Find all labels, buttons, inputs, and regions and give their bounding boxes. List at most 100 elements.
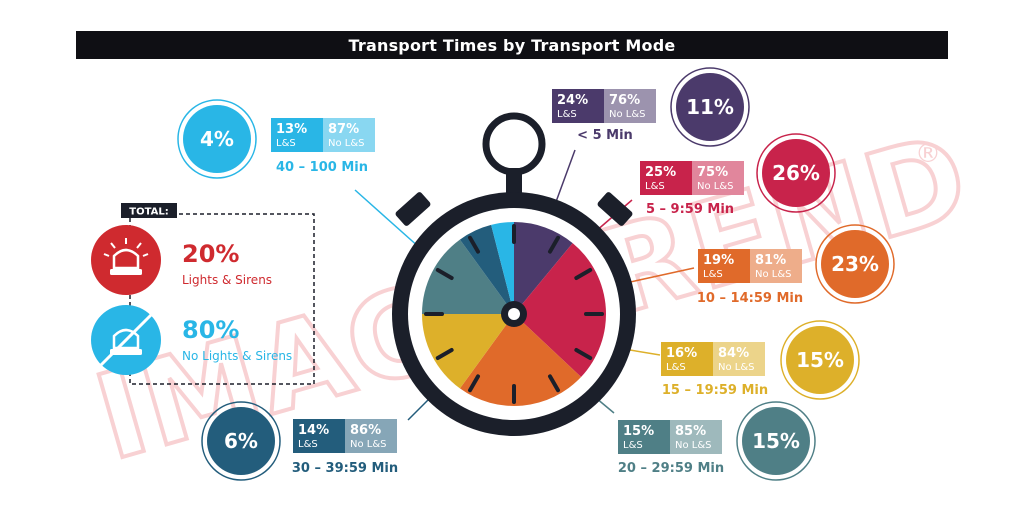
stopwatch-button-right xyxy=(597,192,633,226)
range-label: 40 – 100 Min xyxy=(276,160,368,175)
ls-label: L&S xyxy=(623,440,643,451)
siren-icon xyxy=(103,238,149,275)
ls-box xyxy=(661,342,713,376)
stopwatch xyxy=(392,112,636,436)
pie-slice-0 xyxy=(514,222,573,314)
share-circle xyxy=(786,326,854,394)
share-circle xyxy=(821,230,889,298)
ls-pct: 14% xyxy=(298,423,329,438)
lights-sirens-label: Lights & Sirens xyxy=(182,273,272,287)
ls-pct: 24% xyxy=(557,93,588,108)
ls-box xyxy=(552,89,604,123)
nols-pct: 86% xyxy=(350,423,381,438)
ls-label: L&S xyxy=(703,269,723,280)
nols-label: No L&S xyxy=(328,138,365,149)
share-circle xyxy=(183,105,251,173)
ls-pct: 15% xyxy=(623,424,654,439)
share-circle-ring xyxy=(670,67,750,147)
ls-box xyxy=(293,419,345,453)
range-label: 5 – 9:59 Min xyxy=(646,202,734,217)
ls-box xyxy=(698,249,750,283)
share-pct: 23% xyxy=(831,252,879,276)
share-circle-ring xyxy=(736,401,816,481)
nols-pct: 84% xyxy=(718,346,749,361)
ls-pct: 13% xyxy=(276,122,307,137)
ls-label: L&S xyxy=(557,109,577,120)
lights-sirens-circle xyxy=(91,225,161,295)
callout-1: 26% 25%L&S 75%No L&S 5 – 9:59 Min xyxy=(640,133,836,217)
tick-mark-5 xyxy=(548,374,560,393)
tick-mark-7 xyxy=(468,374,480,393)
nols-pct: 85% xyxy=(675,424,706,439)
nols-box xyxy=(604,89,656,123)
nols-box xyxy=(323,118,375,152)
ls-pct: 16% xyxy=(666,346,697,361)
tick-mark-11 xyxy=(468,235,480,254)
nols-box xyxy=(670,420,722,454)
tick-mark-10 xyxy=(435,268,454,280)
share-circle xyxy=(676,73,744,141)
share-pct: 4% xyxy=(200,127,234,151)
tick-marks xyxy=(424,224,604,404)
stopwatch-stem xyxy=(506,168,522,194)
ls-label: L&S xyxy=(645,181,665,192)
share-circle xyxy=(742,407,810,475)
ls-label: L&S xyxy=(666,362,686,373)
nols-pct: 87% xyxy=(328,122,359,137)
ls-box xyxy=(640,161,692,195)
nols-label: No L&S xyxy=(350,439,387,450)
share-pct: 15% xyxy=(796,348,844,372)
pie-slice-1 xyxy=(514,243,607,377)
share-pct: 15% xyxy=(752,429,800,453)
nols-label: No L&S xyxy=(609,109,646,120)
ls-label: L&S xyxy=(276,138,296,149)
nols-box xyxy=(692,161,744,195)
range-label: 15 – 19:59 Min xyxy=(662,383,768,398)
nols-label: No L&S xyxy=(675,440,712,451)
pie-slice-4 xyxy=(422,239,514,314)
range-label: 10 – 14:59 Min xyxy=(697,291,803,306)
share-circle xyxy=(762,139,830,207)
total-panel: TOTAL: 20% Lights & Sirens 80% No Lights… xyxy=(91,203,315,385)
nols-box xyxy=(750,249,802,283)
total-label: TOTAL: xyxy=(129,207,168,218)
siren-off-icon xyxy=(98,312,154,368)
tick-mark-4 xyxy=(574,348,593,360)
share-circle-ring xyxy=(177,99,257,179)
pie-slice-3 xyxy=(422,314,514,389)
share-circle-ring xyxy=(815,224,895,304)
nols-pct: 75% xyxy=(697,165,728,180)
tick-mark-2 xyxy=(574,268,593,280)
share-pct: 26% xyxy=(772,161,820,185)
total-dashed-border xyxy=(129,213,315,385)
lights-sirens-pct: 20% xyxy=(182,240,239,268)
tick-mark-1 xyxy=(548,235,560,254)
share-circle-ring xyxy=(756,133,836,213)
range-label: 20 – 29:59 Min xyxy=(618,461,724,476)
callout-2: 23% 19%L&S 81%No L&S 10 – 14:59 Min xyxy=(697,224,895,306)
stopwatch-crown-ring xyxy=(482,112,546,176)
no-lights-sirens-pct: 80% xyxy=(182,316,239,344)
nols-pct: 76% xyxy=(609,93,640,108)
callout-5: 6% 14%L&S 86%No L&S 30 – 39:59 Min xyxy=(201,401,398,481)
ls-box xyxy=(618,420,670,454)
nols-box xyxy=(345,419,397,453)
page-title: Transport Times by Transport Mode xyxy=(76,31,948,59)
registered-mark: ® xyxy=(915,139,941,169)
ls-label: L&S xyxy=(298,439,318,450)
nols-label: No L&S xyxy=(697,181,734,192)
share-circle-ring xyxy=(201,401,281,481)
nols-pct: 81% xyxy=(755,253,786,268)
callout-3: 15% 16%L&S 84%No L&S 15 – 19:59 Min xyxy=(661,320,860,400)
share-pct: 6% xyxy=(224,429,258,453)
nols-label: No L&S xyxy=(718,362,755,373)
pie-slice-6 xyxy=(491,222,514,314)
no-lights-sirens-label: No Lights & Sirens xyxy=(182,349,292,363)
pie-slice-2 xyxy=(459,314,582,407)
callout-0: 11% 24%L&S 76%No L&S < 5 Min xyxy=(552,67,750,147)
ls-box xyxy=(271,118,323,152)
callout-6: 4% 13%L&S 87%No L&S 40 – 100 Min xyxy=(177,99,375,179)
range-label: < 5 Min xyxy=(577,128,633,143)
nols-box xyxy=(713,342,765,376)
